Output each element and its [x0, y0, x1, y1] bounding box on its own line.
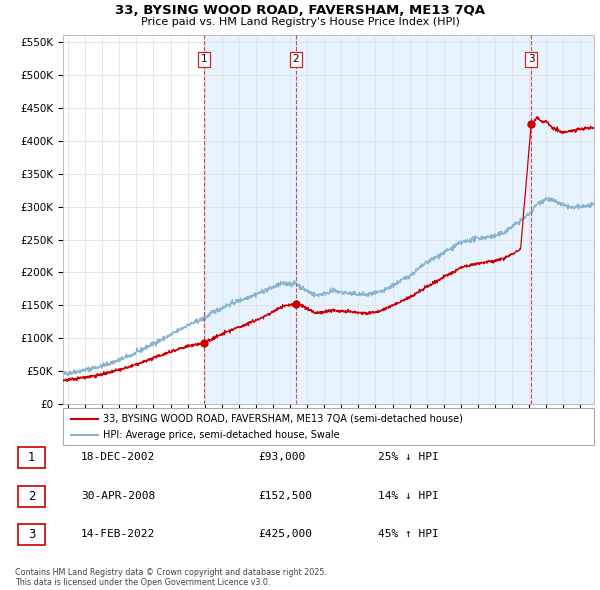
- Text: £152,500: £152,500: [258, 491, 312, 500]
- FancyBboxPatch shape: [63, 408, 594, 445]
- Text: 1: 1: [28, 451, 35, 464]
- Text: 33, BYSING WOOD ROAD, FAVERSHAM, ME13 7QA: 33, BYSING WOOD ROAD, FAVERSHAM, ME13 7Q…: [115, 4, 485, 17]
- FancyBboxPatch shape: [19, 447, 45, 468]
- Text: 30-APR-2008: 30-APR-2008: [81, 491, 155, 500]
- Bar: [531, 35, 594, 404]
- Text: 14% ↓ HPI: 14% ↓ HPI: [378, 491, 439, 500]
- Bar: [63, 35, 204, 404]
- Text: 25% ↓ HPI: 25% ↓ HPI: [378, 453, 439, 462]
- Bar: [296, 35, 531, 404]
- Text: 3: 3: [528, 54, 535, 64]
- FancyBboxPatch shape: [19, 524, 45, 545]
- Text: 2: 2: [292, 54, 299, 64]
- Text: 14-FEB-2022: 14-FEB-2022: [81, 529, 155, 539]
- Text: £93,000: £93,000: [258, 453, 305, 462]
- Text: 1: 1: [201, 54, 208, 64]
- Bar: [204, 35, 296, 404]
- FancyBboxPatch shape: [19, 486, 45, 507]
- Text: 2: 2: [28, 490, 35, 503]
- Text: 3: 3: [28, 528, 35, 541]
- Text: 45% ↑ HPI: 45% ↑ HPI: [378, 529, 439, 539]
- Text: 33, BYSING WOOD ROAD, FAVERSHAM, ME13 7QA (semi-detached house): 33, BYSING WOOD ROAD, FAVERSHAM, ME13 7Q…: [103, 414, 463, 424]
- Text: HPI: Average price, semi-detached house, Swale: HPI: Average price, semi-detached house,…: [103, 430, 340, 440]
- Text: £425,000: £425,000: [258, 529, 312, 539]
- Text: 18-DEC-2002: 18-DEC-2002: [81, 453, 155, 462]
- Text: Contains HM Land Registry data © Crown copyright and database right 2025.
This d: Contains HM Land Registry data © Crown c…: [15, 568, 327, 587]
- Text: Price paid vs. HM Land Registry's House Price Index (HPI): Price paid vs. HM Land Registry's House …: [140, 17, 460, 27]
